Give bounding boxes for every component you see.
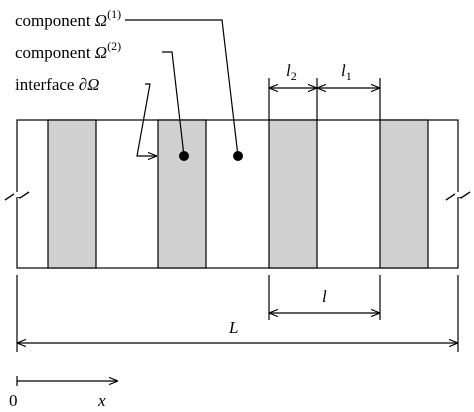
leader-arrow (136, 83, 157, 156)
dimension-label: l (322, 287, 327, 306)
dimension-label: L (228, 318, 238, 337)
break-gap (14, 192, 20, 197)
component-band (157, 119, 207, 269)
axis-origin: 0 (9, 391, 18, 410)
component-band (268, 119, 318, 269)
break-gap (455, 192, 461, 197)
axis-label: x (97, 391, 106, 410)
label-component-2: component Ω(2) (15, 39, 121, 62)
component-band (47, 119, 97, 269)
dimension-label: l2 (286, 61, 297, 83)
leader-dot (179, 151, 189, 161)
leader-dot (233, 151, 243, 161)
break-mark (4, 191, 471, 201)
dimension-label: l1 (341, 61, 352, 83)
leader-line (125, 19, 239, 157)
leader-line (162, 51, 185, 157)
label-component-1: component Ω(1) (15, 7, 121, 30)
label-interface: interface ∂Ω (15, 75, 99, 94)
component-band (379, 119, 429, 269)
